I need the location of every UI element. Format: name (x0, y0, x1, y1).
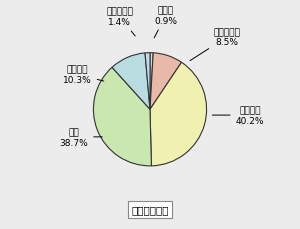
Text: 無回答
0.9%: 無回答 0.9% (154, 6, 178, 39)
Text: ：利用経験者: ：利用経験者 (131, 204, 169, 215)
Wedge shape (145, 53, 150, 110)
Wedge shape (150, 53, 153, 110)
Text: とても満足
8.5%: とても満足 8.5% (190, 28, 241, 61)
Wedge shape (112, 54, 150, 110)
Wedge shape (150, 63, 207, 166)
Text: とても不満
1.4%: とても不満 1.4% (106, 8, 135, 37)
Wedge shape (93, 68, 152, 166)
Text: やや満足
40.2%: やや満足 40.2% (212, 106, 264, 125)
Text: やや不満
10.3%: やや不満 10.3% (63, 65, 104, 85)
Wedge shape (150, 54, 182, 110)
Text: 普通
38.7%: 普通 38.7% (59, 128, 102, 147)
